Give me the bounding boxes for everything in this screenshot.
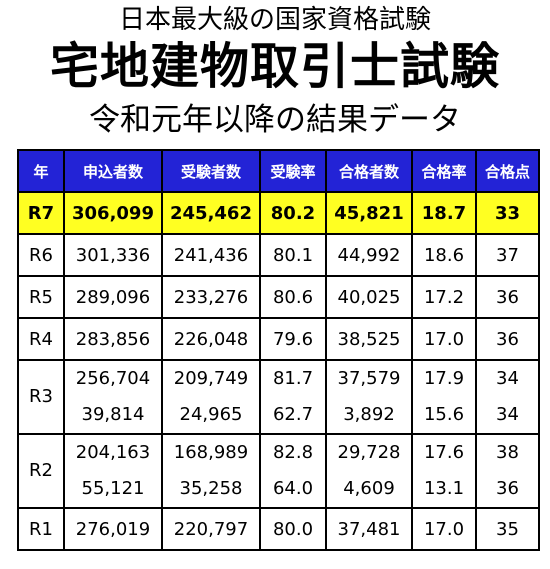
cell-value: 34 [496,404,519,425]
cell-pass-score: 33 [475,191,540,235]
cell-exam-rate: 80.0 [259,507,327,551]
cell-pass-score: 38 36 [475,433,540,509]
cell-applicants: 289,096 [63,275,163,319]
cell-year: R2 [17,433,65,509]
cell-pass-rate: 17.0 [411,507,477,551]
results-table: 年 申込者数 受験者数 受験率 合格者数 合格率 合格点 R7 306,099 24… [17,149,540,551]
cell-value: 168,989 [173,442,249,463]
cell-year: R1 [17,507,65,551]
cell-pass-rate: 17.9 15.6 [411,359,477,435]
cell-pass-rate: 18.7 [411,191,477,235]
cell-passers: 37,481 [325,507,413,551]
header-pass-rate: 合格率 [411,149,477,193]
cell-value: 13.1 [423,478,465,499]
cell-pass-score: 37 [475,233,540,277]
cell-passers: 44,992 [325,233,413,277]
table-row: R1 276,019 220,797 80.0 37,481 17.0 35 [17,507,540,551]
cell-exam-rate: 81.7 62.7 [259,359,327,435]
cell-value: 36 [496,478,519,499]
cell-exam-rate: 79.6 [259,317,327,361]
table-row: R2 204,163 55,121 168,989 35,258 82.8 64.0 29,7… [17,433,540,509]
cell-value: 38 [496,442,519,463]
cell-examinees: 226,048 [161,317,261,361]
cell-exam-rate: 80.1 [259,233,327,277]
cell-pass-score: 35 [475,507,540,551]
table-row: R4 283,856 226,048 79.6 38,525 17.0 36 [17,317,540,361]
cell-examinees: 233,276 [161,275,261,319]
cell-value: 17.9 [423,368,465,389]
cell-examinees: 209,749 24,965 [161,359,261,435]
cell-pass-rate: 17.2 [411,275,477,319]
cell-examinees: 241,436 [161,233,261,277]
cell-value: 39,814 [81,404,145,425]
cell-applicants: 204,163 55,121 [63,433,163,509]
header-pass-score: 合格点 [475,149,540,193]
cell-exam-rate: 80.6 [259,275,327,319]
cell-pass-score: 36 [475,275,540,319]
cell-applicants: 301,336 [63,233,163,277]
cell-exam-rate: 82.8 64.0 [259,433,327,509]
cell-applicants: 256,704 39,814 [63,359,163,435]
cell-passers: 40,025 [325,275,413,319]
header-year: 年 [17,149,65,193]
table-body: R7 306,099 245,462 80.2 45,821 18.7 33 R6 301,33… [17,191,540,551]
heading-subtitle: 日本最大級の国家資格試験 [118,5,431,35]
cell-value: 15.6 [423,404,465,425]
cell-value: 81.7 [272,368,314,389]
cell-value: 62.7 [272,404,314,425]
cell-value: 3,892 [343,404,395,425]
cell-passers: 29,728 4,609 [325,433,413,509]
table-row: R6 301,336 241,436 80.1 44,992 18.6 37 [17,233,540,277]
cell-value: 37,579 [337,368,401,389]
cell-year: R5 [17,275,65,319]
cell-pass-rate: 18.6 [411,233,477,277]
table-row: R3 256,704 39,814 209,749 24,965 81.7 62.7 37,5… [17,359,540,435]
cell-value: 82.8 [272,442,314,463]
cell-year: R4 [17,317,65,361]
header-examinees: 受験者数 [161,149,261,193]
header-exam-rate: 受験率 [259,149,327,193]
cell-examinees: 245,462 [161,191,261,235]
cell-passers: 45,821 [325,191,413,235]
cell-value: 204,163 [75,442,151,463]
cell-value: 17.6 [423,442,465,463]
table-row: R5 289,096 233,276 80.6 40,025 17.2 36 [17,275,540,319]
cell-exam-rate: 80.2 [259,191,327,235]
cell-value: 34 [496,368,519,389]
cell-pass-rate: 17.6 13.1 [411,433,477,509]
table-row: R7 306,099 245,462 80.2 45,821 18.7 33 [17,191,540,235]
cell-value: 35,258 [179,478,243,499]
cell-pass-rate: 17.0 [411,317,477,361]
cell-value: 55,121 [81,478,145,499]
cell-value: 29,728 [337,442,401,463]
cell-value: 209,749 [173,368,249,389]
cell-year: R3 [17,359,65,435]
cell-year: R6 [17,233,65,277]
cell-pass-score: 36 [475,317,540,361]
cell-passers: 38,525 [325,317,413,361]
cell-pass-score: 34 34 [475,359,540,435]
header-row: 年 申込者数 受験者数 受験率 合格者数 合格率 合格点 [17,149,540,193]
header-applicants: 申込者数 [63,149,163,193]
page-title: 宅地建物取引士試験 [49,38,500,95]
cell-examinees: 168,989 35,258 [161,433,261,509]
cell-applicants: 276,019 [63,507,163,551]
cell-value: 4,609 [343,478,395,499]
heading-caption: 令和元年以降の結果データ [89,102,461,138]
cell-year: R7 [17,191,65,235]
cell-value: 256,704 [75,368,151,389]
cell-examinees: 220,797 [161,507,261,551]
cell-value: 24,965 [179,404,243,425]
header-passers: 合格者数 [325,149,413,193]
cell-applicants: 283,856 [63,317,163,361]
cell-applicants: 306,099 [63,191,163,235]
cell-value: 64.0 [272,478,314,499]
cell-passers: 37,579 3,892 [325,359,413,435]
